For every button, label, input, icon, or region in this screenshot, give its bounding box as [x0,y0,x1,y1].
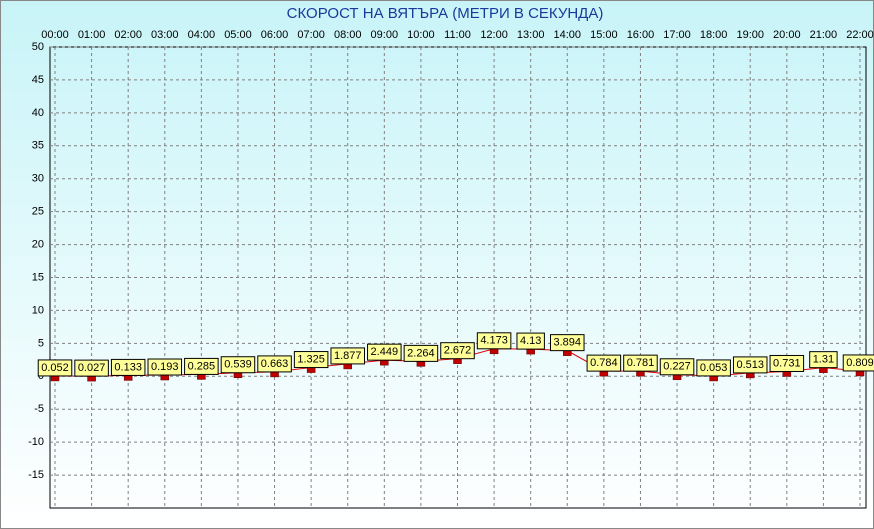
value-label-box [769,354,805,372]
value-label-box [842,354,874,372]
value-label-box [220,356,256,374]
x-tick-label: 13:00 [517,29,545,41]
y-tick-label: 20 [32,238,44,250]
value-label: 0.227 [663,361,691,373]
x-tick-label: 05:00 [224,29,252,41]
value-label-box [809,351,838,369]
value-label-box [110,358,146,376]
y-tick-label: 25 [32,206,44,218]
x-tick-label: 17:00 [663,29,691,41]
x-tick-label: 00:00 [41,29,69,41]
chart-title: СКОРОСТ НА ВЯТЪРА (МЕТРИ В СЕКУНДА) [287,5,604,22]
value-label: 0.781 [627,357,655,369]
value-label: 0.513 [736,359,764,371]
value-label-box [257,355,292,373]
value-label-box [184,357,219,375]
y-tick-label: 50 [32,41,44,53]
y-tick-label: 40 [32,107,44,119]
x-tick-label: 08:00 [334,29,362,41]
value-label-box [330,347,365,365]
value-label-box [732,356,768,374]
value-label: 4.173 [480,335,508,347]
value-label: 0.027 [78,362,106,374]
value-label: 4.13 [520,335,541,347]
value-label-box [659,358,695,376]
x-tick-label: 11:00 [444,29,471,41]
value-label: 1.325 [297,353,325,365]
x-tick-label: 01:00 [78,29,106,41]
x-tick-label: 20:00 [773,29,801,41]
x-tick-label: 16:00 [627,29,655,41]
value-label: 0.285 [188,360,216,372]
x-tick-label: 09:00 [371,29,399,41]
y-tick-label: -5 [34,403,44,415]
value-label: 0.663 [261,358,289,370]
x-tick-label: 10:00 [407,29,435,41]
value-label: 1.877 [334,350,362,362]
y-tick-label: -15 [28,469,44,481]
y-tick-label: 5 [38,337,44,349]
x-tick-label: 06:00 [261,29,289,41]
x-tick-label: 02:00 [114,29,142,41]
x-tick-label: 15:00 [590,29,618,41]
x-tick-label: 19:00 [736,29,764,41]
value-label: 0.809 [846,357,874,369]
value-label: 3.894 [554,337,582,349]
x-tick-label: 07:00 [297,29,325,41]
x-tick-label: 18:00 [700,29,728,41]
x-tick-label: 14:00 [554,29,582,41]
y-tick-label: 45 [32,74,44,86]
y-tick-label: -10 [28,436,44,448]
value-label-box [476,332,512,350]
value-label: 0.784 [590,357,618,369]
value-label: 0.539 [224,359,252,371]
y-tick-label: 35 [32,140,44,152]
value-label: 0.133 [114,361,142,373]
value-label: 0.053 [700,362,728,374]
x-tick-label: 22:00 [846,29,874,41]
value-label-box [516,332,545,350]
value-label: 2.449 [371,346,399,358]
y-tick-label: 10 [32,304,44,316]
value-label: 1.31 [813,354,834,366]
value-label-box [74,359,109,377]
y-tick-label: 30 [32,173,44,185]
value-label-box [696,359,731,377]
value-label: 2.264 [407,347,435,359]
value-label-box [623,354,658,372]
value-label: 0.052 [41,362,69,374]
value-label-box [367,343,402,361]
value-label-box [550,334,585,352]
value-label: 2.672 [444,345,472,357]
value-label: 0.731 [773,357,801,369]
value-label-box [293,351,329,369]
x-tick-label: 21:00 [810,29,838,41]
value-label-box [37,359,73,377]
value-label-box [440,342,475,360]
x-tick-label: 04:00 [188,29,216,41]
value-label: 0.193 [151,361,179,373]
value-label-box [147,358,183,376]
y-tick-label: 15 [32,271,44,283]
value-label-box [586,354,622,372]
value-label-box [403,344,439,362]
x-tick-label: 03:00 [151,29,179,41]
x-tick-label: 12:00 [480,29,508,41]
